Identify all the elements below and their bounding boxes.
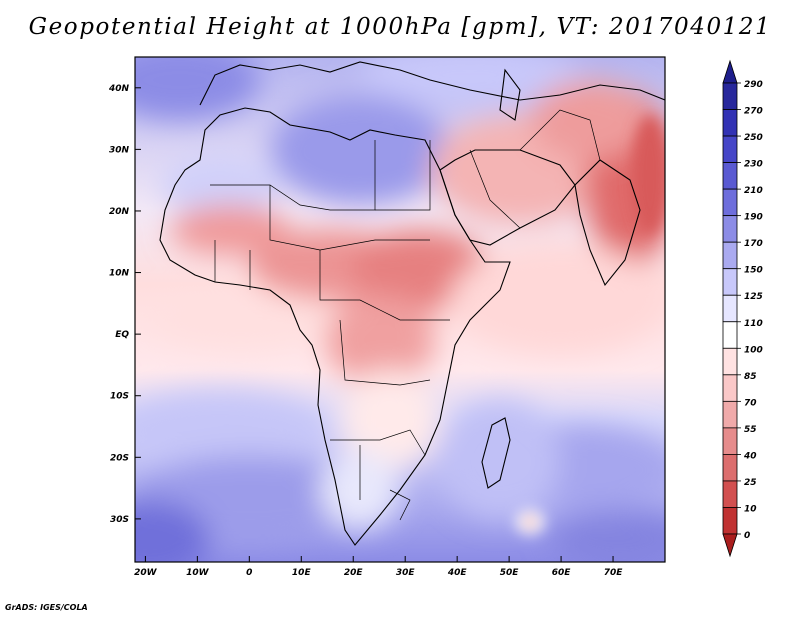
borders: [210, 109, 601, 521]
colorbar-box: [722, 162, 738, 190]
colorbar-box: [722, 347, 738, 376]
colorbar-label: 10: [744, 504, 757, 514]
colorbar-box: [722, 82, 738, 110]
lat-tick-label: EQ: [115, 330, 129, 340]
lon-tick-label: 50E: [500, 568, 520, 578]
colorbar-bottom-triangle: [722, 533, 738, 558]
colorbar-label: 100: [744, 345, 763, 355]
colorbar-top-triangle: [722, 59, 738, 84]
madagascar-coastline: [481, 417, 511, 489]
colorbar-box: [722, 454, 738, 482]
colorbar-box: [722, 507, 738, 535]
colorbar-label: 40: [743, 451, 757, 461]
colorbar-box: [722, 427, 738, 455]
colorbar-label: 270: [744, 107, 763, 117]
arabia-coastline: [439, 149, 576, 246]
lon-tick-label: 20W: [134, 568, 158, 578]
lat-tick-label: 30N: [109, 145, 130, 155]
lon-tick-label: 60E: [552, 568, 572, 578]
colorbar-box: [722, 374, 738, 402]
lon-tick-label: 10E: [292, 568, 312, 578]
africa-coastline: [159, 107, 511, 546]
longitude-axis: 20W 10W 0 10E 20E 30E 40E 50E 60E 70E: [134, 556, 623, 578]
grads-credit: GrADS: IGES/COLA: [5, 603, 88, 612]
colorbar-label: 150: [744, 266, 763, 276]
colorbar-label: 55: [744, 425, 757, 435]
lat-tick-label: 30S: [110, 515, 129, 525]
colorbar-box: [722, 135, 738, 163]
colorbar-box: [722, 321, 738, 349]
colorbar-box: [722, 268, 738, 296]
caspian-coastline: [499, 68, 521, 121]
lon-tick-label: 70E: [604, 568, 624, 578]
colorbar-box: [722, 188, 738, 217]
europe-coastline: [199, 61, 665, 106]
colorbar-label: 85: [744, 372, 757, 382]
india-coastline: [574, 159, 641, 287]
height-field: [135, 57, 665, 562]
colorbar-label: 290: [744, 80, 763, 90]
lon-tick-label: 20E: [344, 568, 364, 578]
lon-tick-label: 30E: [396, 568, 416, 578]
lat-tick-label: 10N: [109, 269, 130, 279]
colorbar-box: [722, 294, 738, 323]
colorbar-label: 210: [744, 186, 763, 196]
colorbar-box: [722, 109, 738, 137]
lat-tick-label: 40N: [108, 84, 130, 94]
colorbar-label: 25: [744, 478, 757, 488]
lat-tick-label: 20S: [110, 453, 129, 463]
colorbar-box: [722, 241, 738, 270]
plot-frame: [134, 56, 666, 563]
colorbar-label: 70: [744, 398, 757, 408]
colorbar-label: 230: [744, 160, 763, 170]
colorbar-label: 125: [744, 292, 763, 302]
colorbar-label: 0: [744, 531, 750, 541]
lon-tick-label: 0: [246, 568, 252, 578]
chart-title: Geopotential Height at 1000hPa [gpm], VT…: [28, 14, 772, 40]
colorbar-box: [722, 400, 738, 429]
lat-tick-label: 10S: [110, 392, 129, 402]
lon-tick-label: 40E: [447, 568, 468, 578]
lon-tick-label: 10W: [186, 568, 210, 578]
colorbar-label: 170: [744, 239, 763, 249]
colorbar-box: [722, 480, 738, 508]
colorbar-label: 250: [744, 133, 763, 143]
colorbar: 2902702502302101901701501251101008570554…: [722, 59, 763, 558]
latitude-axis: 40N 30N 20N 10N EQ 10S 20S 30S: [108, 84, 141, 525]
colorbar-label: 190: [744, 213, 763, 223]
colorbar-label: 110: [744, 319, 763, 329]
coastlines: [159, 61, 665, 546]
colorbar-box: [722, 215, 738, 243]
lat-tick-label: 20N: [109, 207, 130, 217]
